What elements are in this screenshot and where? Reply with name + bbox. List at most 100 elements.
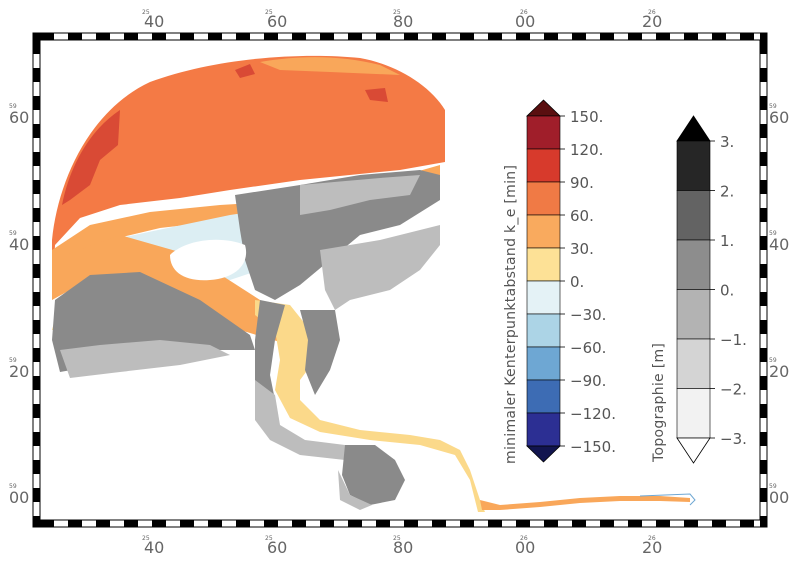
map-content [52, 55, 696, 512]
frame-corner [760, 33, 767, 40]
colorbar-kenterpunkt-swatch [526, 148, 561, 183]
frame-segment [33, 68, 40, 82]
colorbar-kenterpunkt-bottom-arrow [526, 445, 561, 463]
colorbar-topographie-label: −3. [720, 430, 747, 448]
frame-segment [33, 236, 40, 250]
y-tick-minor: 59 [9, 103, 17, 110]
frame-segment [376, 520, 390, 527]
colorbar-topographie-label: −2. [720, 381, 747, 399]
colorbar-kenterpunkt-swatches [526, 99, 561, 463]
colorbar-topographie-swatches [676, 115, 711, 464]
frame-segment [292, 520, 306, 527]
frame-segment [404, 33, 418, 40]
colorbar-kenterpunkt: minimaler Kenterpunktabstand k_e [min] 1… [503, 99, 616, 464]
sea-area-hotter [62, 110, 120, 205]
frame-segment [208, 33, 222, 40]
frame-segment [572, 33, 586, 40]
colorbar-topographie-swatch [676, 388, 711, 439]
frame-corner [760, 520, 767, 527]
x-tick-major: 00 [515, 538, 535, 557]
frame-segment [264, 520, 278, 527]
frame-segment [684, 33, 698, 40]
frame-segment [33, 376, 40, 390]
frame-segment [760, 376, 767, 390]
frame-segment [760, 348, 767, 362]
frame-segment [760, 40, 767, 54]
frame-segment [460, 520, 474, 527]
frame-segment [320, 520, 334, 527]
frame-segment [33, 432, 40, 446]
colorbar-kenterpunkt-swatch [526, 181, 561, 216]
y-tick-major: 40 [769, 235, 789, 254]
frame-segment [33, 96, 40, 110]
frame-outer [32, 32, 768, 528]
map-frame [32, 32, 768, 528]
colorbar-kenterpunkt-label: 120. [570, 141, 603, 159]
frame-segment [208, 520, 222, 527]
x-tick-minor: 25 [265, 9, 273, 16]
colorbar-kenterpunkt-label: −30. [570, 306, 606, 324]
frame-inner [39, 39, 761, 521]
frame-segment [740, 520, 754, 527]
colorbar-kenterpunkt-swatch [526, 412, 561, 447]
frame-segment [544, 520, 558, 527]
frame-segment [760, 488, 767, 502]
frame-segment [712, 33, 726, 40]
x-tick-major: 20 [642, 12, 662, 31]
y-tick-major: 00 [9, 488, 29, 507]
frame-segment [348, 33, 362, 40]
colorbar-kenterpunkt-label: 0. [570, 273, 584, 291]
x-tick-minor: 26 [520, 9, 528, 16]
frame-segment [760, 208, 767, 222]
frame-segment [40, 520, 54, 527]
x-tick-major: 60 [267, 538, 287, 557]
colorbar-topographie-label: −1. [720, 331, 747, 349]
frame-segment [180, 33, 194, 40]
colorbar-topographie-label: 3. [720, 133, 734, 151]
colorbar-kenterpunkt-swatch [526, 313, 561, 348]
frame-segment [33, 180, 40, 194]
frame-segment [33, 264, 40, 278]
colorbar-topographie-label: 2. [720, 183, 734, 201]
y-axis-labels-right: 59 60 59 40 59 20 59 00 [769, 103, 789, 507]
x-axis-labels-bottom: 25 40 25 60 25 80 26 00 26 20 [142, 535, 662, 557]
frame-segment [33, 124, 40, 138]
frame-segment [760, 460, 767, 474]
y-tick-major: 00 [769, 488, 789, 507]
x-axis-labels-top: 25 40 25 60 25 80 26 00 26 20 [142, 9, 662, 31]
y-tick-minor: 59 [769, 103, 777, 110]
frame-segment [760, 404, 767, 418]
frame-segment [432, 520, 446, 527]
frame-segment [68, 520, 82, 527]
colorbar-kenterpunkt-swatch [526, 115, 561, 150]
frame-segment [684, 520, 698, 527]
colorbar-topographie-swatch [676, 140, 711, 191]
frame-segment [628, 520, 642, 527]
x-tick-minor: 25 [265, 535, 273, 542]
frame-segment [656, 520, 670, 527]
colorbar-kenterpunkt-label: −150. [570, 438, 616, 456]
frame-segment [460, 33, 474, 40]
colorbar-kenterpunkt-label: 150. [570, 108, 603, 126]
x-tick-major: 40 [144, 12, 164, 31]
frame-segment [760, 152, 767, 166]
y-tick-minor: 59 [9, 357, 17, 364]
colorbar-topographie-swatch [676, 289, 711, 340]
frame-segment [760, 264, 767, 278]
frame-segment [760, 68, 767, 82]
frame-segment [33, 320, 40, 334]
frame-segment [124, 33, 138, 40]
frame-segment [33, 348, 40, 362]
colorbar-kenterpunkt-title: minimaler Kenterpunktabstand k_e [min] [503, 165, 519, 464]
frame-segment [33, 292, 40, 306]
colorbar-kenterpunkt-swatch [526, 247, 561, 282]
y-tick-minor: 59 [9, 230, 17, 237]
colorbar-kenterpunkt-labels: 150. 120. 90. 60. 30. 0. −30. −60. −90. −120. −150… [560, 108, 616, 456]
x-tick-major: 40 [144, 538, 164, 557]
colorbar-kenterpunkt-label: −60. [570, 339, 606, 357]
colorbar-kenterpunkt-label: −120. [570, 405, 616, 423]
frame-segment [33, 40, 40, 54]
x-tick-minor: 26 [520, 535, 528, 542]
y-tick-major: 40 [9, 235, 29, 254]
frame-corner [33, 520, 40, 527]
